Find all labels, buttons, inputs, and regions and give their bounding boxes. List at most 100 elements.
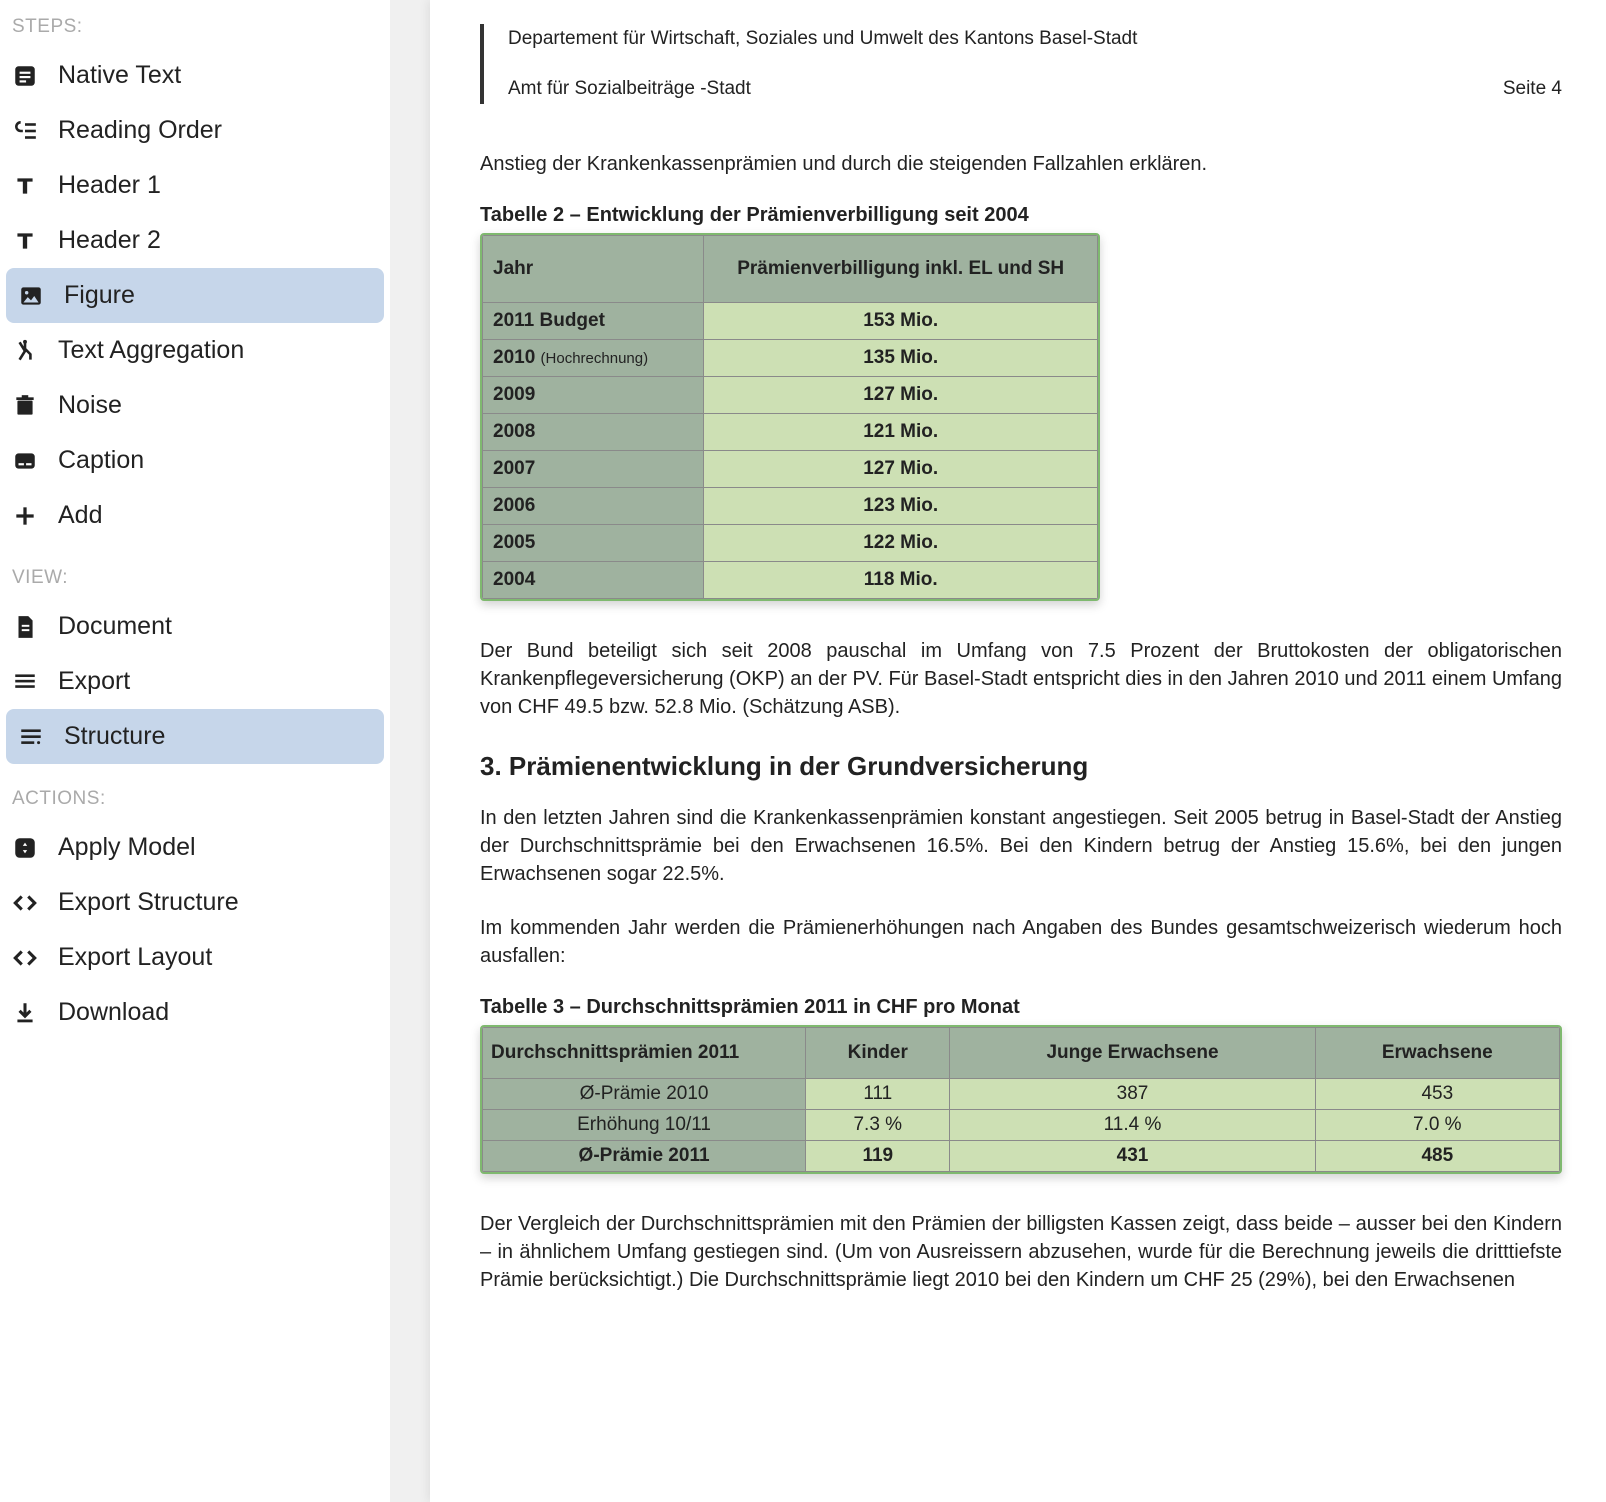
section-steps-label: STEPS:: [0, 10, 390, 48]
code-icon: [12, 945, 48, 971]
view-structure[interactable]: Structure: [6, 709, 384, 764]
section-actions-label: ACTIONS:: [0, 782, 390, 820]
step-reading-order[interactable]: Reading Order: [0, 103, 390, 158]
lines-icon: [12, 669, 48, 695]
document-header: Departement für Wirtschaft, Soziales und…: [480, 24, 1562, 104]
action-download[interactable]: Download: [0, 985, 390, 1040]
step-text-aggregation[interactable]: Text Aggregation: [0, 323, 390, 378]
table-cell: 2008: [483, 414, 704, 451]
action-apply-model[interactable]: Apply Model: [0, 820, 390, 875]
step-label: Native Text: [58, 61, 181, 90]
table-cell: 2010 (Hochrechnung): [483, 340, 704, 377]
paragraph: Der Bund beteiligt sich seit 2008 pausch…: [480, 637, 1562, 721]
table-cell: 127 Mio.: [704, 451, 1098, 488]
table-cell: 387: [950, 1079, 1315, 1110]
table-header: Durchschnittsprämien 2011: [483, 1028, 806, 1079]
structure-icon: [18, 724, 54, 750]
table-header: Kinder: [806, 1028, 950, 1079]
table-cell: 135 Mio.: [704, 340, 1098, 377]
model-icon: [12, 835, 48, 861]
step-label: Header 1: [58, 171, 161, 200]
table-cell: 453: [1315, 1079, 1559, 1110]
code-icon: [12, 890, 48, 916]
view-export[interactable]: Export: [0, 654, 390, 709]
view-document[interactable]: Document: [0, 599, 390, 654]
table-cell: 123 Mio.: [704, 488, 1098, 525]
section-view-label: VIEW:: [0, 561, 390, 599]
reading-order-icon: [12, 118, 48, 144]
paragraph: In den letzten Jahren sind die Krankenka…: [480, 804, 1562, 888]
header-office: Amt für Sozialbeiträge -Stadt: [508, 78, 751, 100]
action-export-structure[interactable]: Export Structure: [0, 875, 390, 930]
main-area: Departement für Wirtschaft, Soziales und…: [390, 0, 1606, 1502]
download-icon: [12, 1000, 48, 1026]
table-cell: 7.0 %: [1315, 1110, 1559, 1141]
header-department: Departement für Wirtschaft, Soziales und…: [508, 28, 1562, 50]
image-icon: [18, 283, 54, 309]
table-cell: 2004: [483, 562, 704, 599]
table-3: Durchschnittsprämien 2011 Kinder Junge E…: [482, 1027, 1560, 1172]
table-cell: 122 Mio.: [704, 525, 1098, 562]
paragraph: Der Vergleich der Durchschnittsprämien m…: [480, 1210, 1562, 1294]
table-header: Erwachsene: [1315, 1028, 1559, 1079]
table-cell: 2007: [483, 451, 704, 488]
step-label: Noise: [58, 391, 122, 420]
table-cell: 121 Mio.: [704, 414, 1098, 451]
step-native-text[interactable]: Native Text: [0, 48, 390, 103]
step-header-2[interactable]: Header 2: [0, 213, 390, 268]
action-label: Export Structure: [58, 888, 239, 917]
view-label: Export: [58, 667, 130, 696]
header-t-icon: [12, 228, 48, 254]
step-noise[interactable]: Noise: [0, 378, 390, 433]
table-2: Jahr Prämienverbilligung inkl. EL und SH…: [482, 235, 1098, 599]
figure-table3: Durchschnittsprämien 2011 Kinder Junge E…: [480, 1025, 1562, 1174]
step-label: Header 2: [58, 226, 161, 255]
view-label: Structure: [64, 722, 165, 751]
action-label: Apply Model: [58, 833, 196, 862]
header-page-number: Seite 4: [1503, 78, 1562, 100]
table-cell: 2006: [483, 488, 704, 525]
paragraph: Anstieg der Krankenkassenprämien und dur…: [480, 150, 1562, 178]
table-cell: 2005: [483, 525, 704, 562]
sidebar: STEPS: Native Text Reading Order Header …: [0, 0, 390, 1502]
text-page-icon: [12, 63, 48, 89]
step-label: Reading Order: [58, 116, 222, 145]
document-icon: [12, 614, 48, 640]
caption-icon: [12, 448, 48, 474]
table-header: Junge Erwachsene: [950, 1028, 1315, 1079]
paragraph: Im kommenden Jahr werden die Prämienerhö…: [480, 914, 1562, 970]
section-3-heading: 3. Prämienentwicklung in der Grundversic…: [480, 751, 1562, 782]
step-caption[interactable]: Caption: [0, 433, 390, 488]
merge-icon: [12, 338, 48, 364]
header-t-icon: [12, 173, 48, 199]
table-header: Jahr: [483, 236, 704, 303]
table2-caption: Tabelle 2 – Entwicklung der Prämienverbi…: [480, 204, 1562, 227]
step-label: Text Aggregation: [58, 336, 244, 365]
table-cell: Erhöhung 10/11: [483, 1110, 806, 1141]
table-cell: 127 Mio.: [704, 377, 1098, 414]
step-figure[interactable]: Figure: [6, 268, 384, 323]
table-cell: Ø-Prämie 2011: [483, 1141, 806, 1172]
action-label: Export Layout: [58, 943, 212, 972]
table3-caption: Tabelle 3 – Durchschnittsprämien 2011 in…: [480, 996, 1562, 1019]
step-add[interactable]: Add: [0, 488, 390, 543]
table-header: Prämienverbilligung inkl. EL und SH: [704, 236, 1098, 303]
table-cell: 485: [1315, 1141, 1559, 1172]
action-label: Download: [58, 998, 169, 1027]
action-export-layout[interactable]: Export Layout: [0, 930, 390, 985]
plus-icon: [12, 503, 48, 529]
table-cell: Ø-Prämie 2010: [483, 1079, 806, 1110]
table-cell: 7.3 %: [806, 1110, 950, 1141]
table-cell: 111: [806, 1079, 950, 1110]
table-cell: 2011 Budget: [483, 303, 704, 340]
figure-table2: Jahr Prämienverbilligung inkl. EL und SH…: [480, 233, 1100, 601]
step-label: Caption: [58, 446, 144, 475]
table-cell: 431: [950, 1141, 1315, 1172]
table-cell: 118 Mio.: [704, 562, 1098, 599]
table-cell: 2009: [483, 377, 704, 414]
step-label: Add: [58, 501, 102, 530]
step-label: Figure: [64, 281, 135, 310]
table-cell: 119: [806, 1141, 950, 1172]
trash-icon: [12, 393, 48, 419]
step-header-1[interactable]: Header 1: [0, 158, 390, 213]
